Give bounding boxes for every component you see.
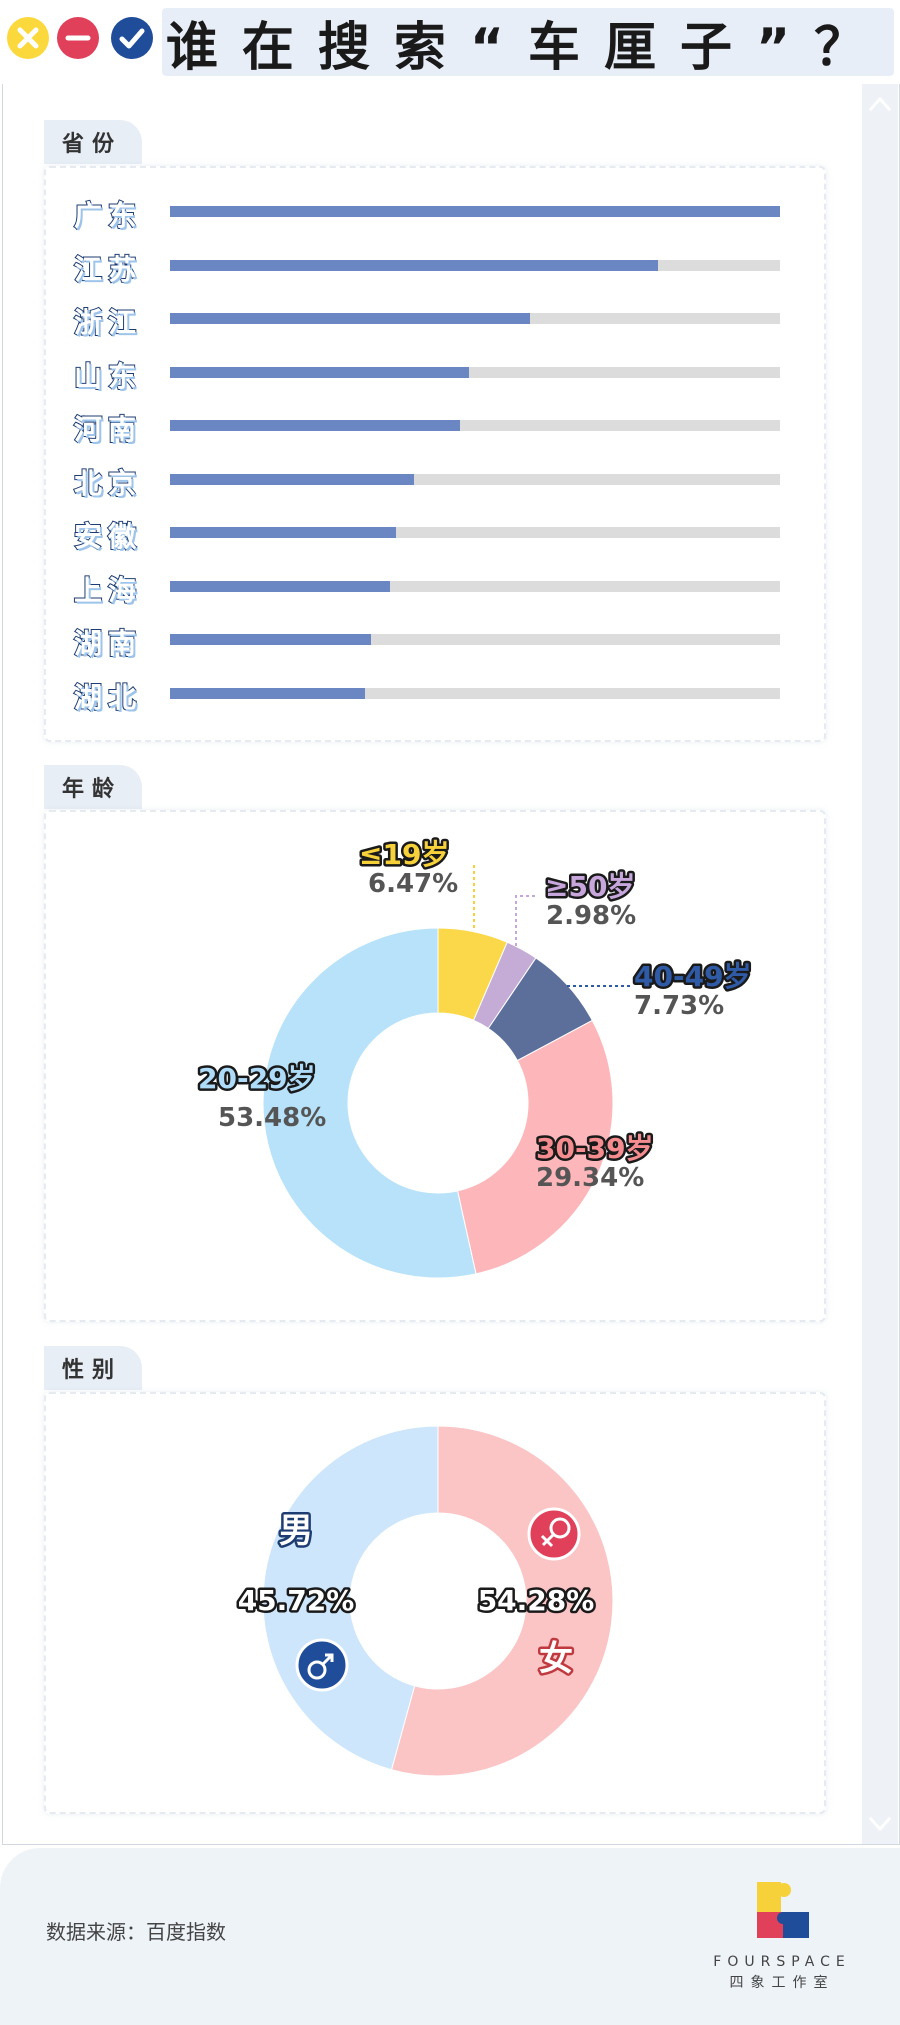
bar-track <box>170 259 780 271</box>
page-title: 谁在搜索“车厘子”？ <box>165 17 891 78</box>
bar-category-label: 广东 <box>73 198 143 233</box>
bar-track <box>170 634 780 645</box>
title-box: 谁在搜索“车厘子”？ <box>162 8 894 78</box>
bar-category-label: 河南 <box>73 412 143 447</box>
slice-label: ≤19岁 <box>359 838 449 871</box>
close-icon[interactable] <box>6 16 50 60</box>
puzzle-logo-icon <box>757 1882 809 1938</box>
tab-province: 省份 <box>44 120 143 164</box>
bar-track <box>170 687 780 699</box>
tab-gender-label: 性别 <box>62 1358 123 1383</box>
footer <box>0 1848 900 2025</box>
pie-slice <box>456 1019 614 1275</box>
tab-age-label: 年龄 <box>62 777 123 802</box>
data-source: 数据来源：百度指数 <box>46 1920 226 1944</box>
bar <box>170 473 414 485</box>
bar <box>170 527 396 538</box>
bar-category-label: 山东 <box>73 359 143 394</box>
slice-value: 2.98% <box>546 901 636 931</box>
slice-label: ≥50岁 <box>545 870 635 903</box>
check-icon[interactable] <box>110 16 154 60</box>
bar-row: 山东 <box>46 355 824 394</box>
bar <box>170 420 460 431</box>
tab-province-label: 省份 <box>62 132 123 157</box>
scroll-down-icon[interactable] <box>862 1804 898 1844</box>
bar <box>170 313 530 324</box>
brand-subtitle: 四象工作室 <box>729 1975 835 1991</box>
bar <box>170 687 366 699</box>
slice-value: 29.34% <box>536 1163 644 1193</box>
scroll-up-icon[interactable] <box>862 84 898 124</box>
bar-category-label: 北京 <box>73 466 143 501</box>
slice-value: 6.47% <box>368 869 458 899</box>
female-icon <box>527 1507 581 1561</box>
bar <box>170 580 390 592</box>
bar-row: 浙江 <box>46 301 824 340</box>
scrollbar[interactable] <box>862 84 898 1844</box>
bar <box>170 366 469 378</box>
bar-track <box>170 580 780 592</box>
slice-label: 20-29岁 <box>198 1062 316 1095</box>
slice-value: 7.73% <box>634 991 724 1021</box>
bar-category-label: 浙江 <box>73 305 143 340</box>
male-icon <box>295 1638 349 1692</box>
slice-label: 30-39岁 <box>536 1132 654 1165</box>
bar-track <box>170 366 780 378</box>
bar-category-label: 上海 <box>73 573 143 608</box>
slice-value: 45.72% <box>238 1584 355 1617</box>
bar-row: 安徽 <box>46 515 824 554</box>
bar-row: 湖南 <box>46 622 824 661</box>
pie-slice <box>262 927 477 1279</box>
bar-track <box>170 473 780 485</box>
slice-label: 40-49岁 <box>634 960 752 993</box>
bar-track <box>170 420 780 431</box>
bar-row: 湖北 <box>46 676 824 715</box>
bar-track <box>170 206 780 217</box>
bar-category-label: 江苏 <box>73 252 143 287</box>
gender-card: 男 45.72% 54.28% 女 <box>44 1392 826 1814</box>
brand: FOURSPACE 四象工作室 <box>712 1876 852 1992</box>
bar-track <box>170 313 780 324</box>
age-card: ≤19岁 6.47% ≥50岁 2.98% 40-49岁 7.73% 30-39岁 29.34… <box>44 810 826 1322</box>
brand-name: FOURSPACE <box>713 1954 851 1970</box>
bar-category-label: 湖北 <box>73 680 143 715</box>
bar-category-label: 湖南 <box>73 626 143 661</box>
bar <box>170 259 658 271</box>
bar-row: 上海 <box>46 569 824 608</box>
bar-row: 北京 <box>46 462 824 501</box>
title-bar: 谁在搜索“车厘子”？ <box>0 0 900 84</box>
bar-row: 江苏 <box>46 248 824 287</box>
leader-line <box>515 895 536 946</box>
slice-label: 女 <box>539 1639 573 1679</box>
slice-label: 男 <box>279 1511 313 1551</box>
slice-value: 53.48% <box>218 1103 326 1133</box>
bar <box>170 634 372 645</box>
gender-donut-chart: 男 45.72% 54.28% 女 <box>235 1425 614 1777</box>
bar-track <box>170 527 780 538</box>
slice-value: 54.28% <box>478 1584 595 1617</box>
province-card: 广东江苏浙江山东河南北京安徽上海湖南湖北 <box>44 166 826 742</box>
bar <box>170 206 780 217</box>
bar-row: 河南 <box>46 408 824 447</box>
bar-row: 广东 <box>46 194 824 233</box>
tab-gender: 性别 <box>44 1346 143 1390</box>
minimize-icon[interactable] <box>56 16 100 60</box>
bar-category-label: 安徽 <box>73 519 143 554</box>
tab-age: 年龄 <box>44 765 143 809</box>
